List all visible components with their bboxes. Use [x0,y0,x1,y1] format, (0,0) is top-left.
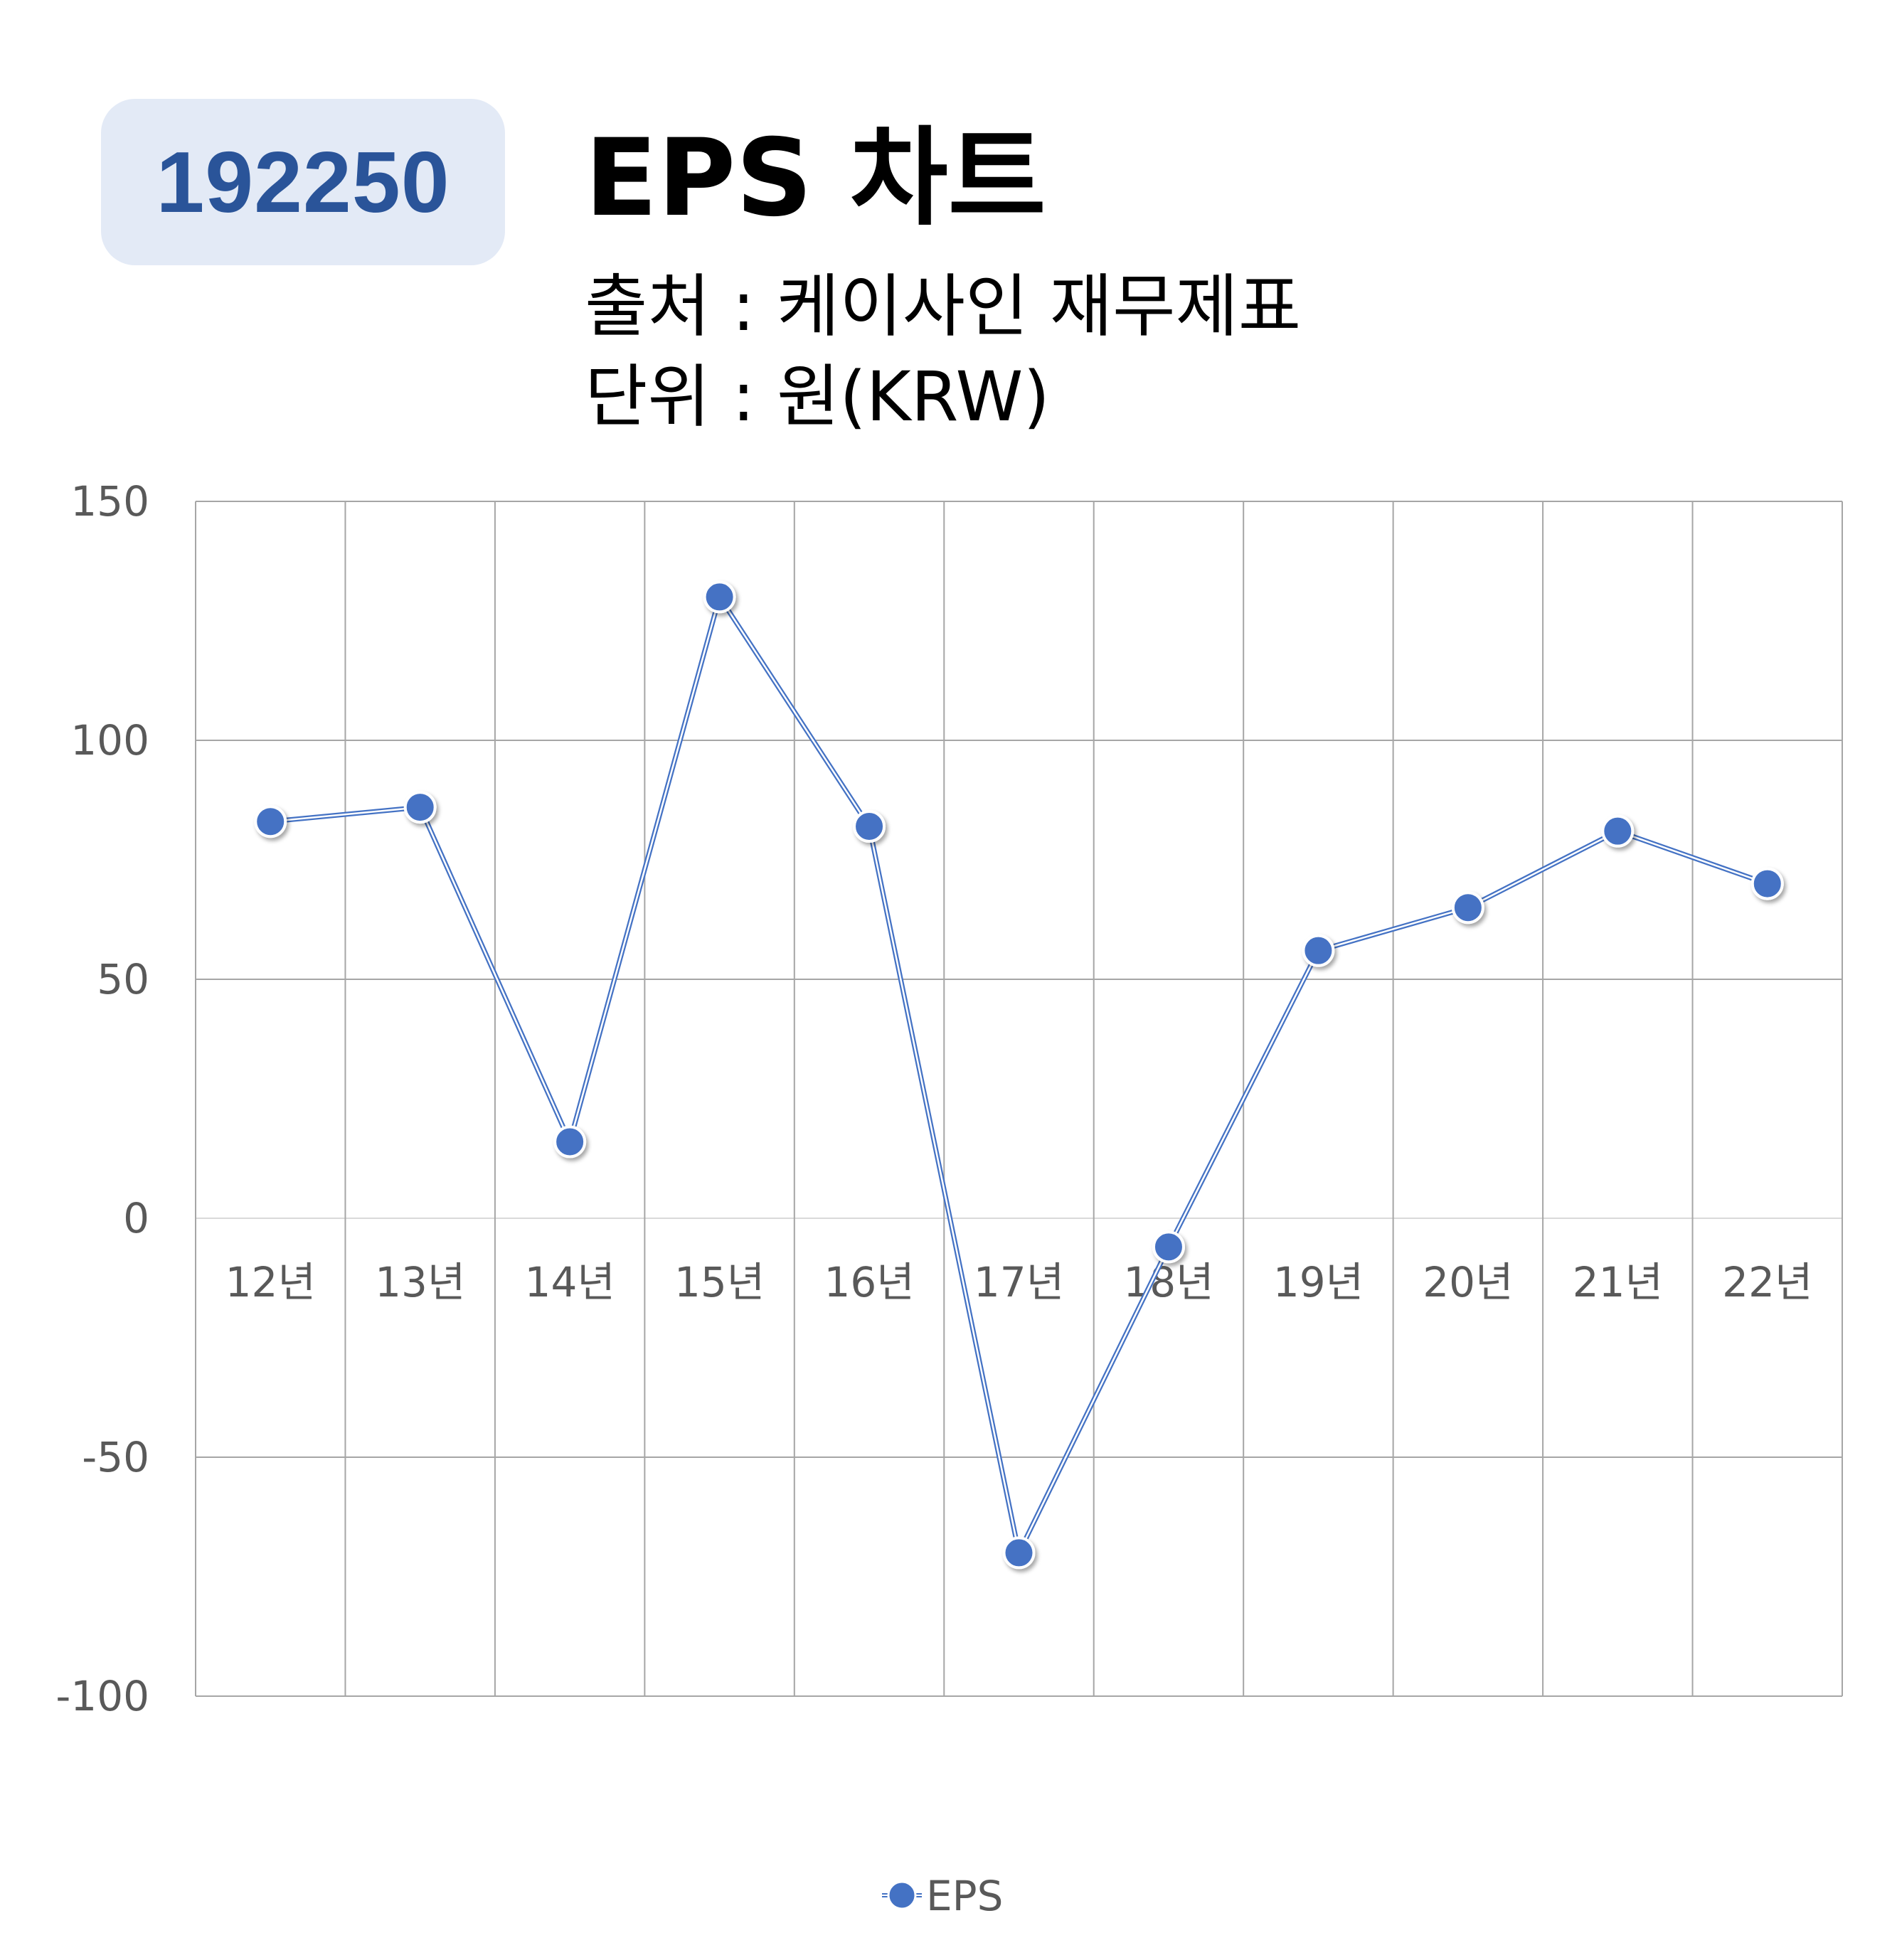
y-tick-label: 100 [70,716,149,765]
eps-data-point [1302,934,1335,967]
eps-data-point [1451,891,1484,925]
eps-data-point [853,809,886,843]
y-axis-ticks: 150 100 50 0 -50 -100 [55,477,149,1720]
grid-lines [195,501,1843,1697]
eps-data-point [403,791,437,824]
x-tick-label: 22년 [1722,1258,1812,1306]
eps-data-point [1750,867,1784,900]
eps-data-point [1152,1230,1185,1264]
eps-series [254,580,1784,1570]
y-tick-label: -100 [55,1672,149,1720]
x-tick-label: 14년 [525,1258,615,1306]
x-tick-label: 19년 [1273,1258,1364,1306]
chart-source: 출처 : 케이사인 재무제표 [585,267,1302,346]
x-tick-label: 20년 [1423,1258,1513,1306]
eps-data-point [703,580,736,614]
x-axis-ticks: 12년 13년 14년 15년 16년 17년 18년 19년 20년 21년 22년 [225,1258,1813,1306]
chart-title: EPS 차트 [585,117,1046,240]
x-tick-label: 17년 [974,1258,1064,1306]
legend: EPS [882,1872,1003,1920]
eps-data-point [553,1125,587,1159]
x-tick-label: 12년 [225,1258,316,1306]
y-tick-label: 0 [123,1194,149,1242]
chart-unit: 단위 : 원(KRW) [585,357,1050,437]
legend-label: EPS [926,1872,1003,1920]
eps-data-point [254,805,287,838]
x-tick-label: 16년 [824,1258,914,1306]
y-tick-label: 50 [97,955,149,1003]
y-tick-label: -50 [82,1433,149,1481]
x-tick-label: 13년 [375,1258,465,1306]
x-tick-label: 18년 [1123,1258,1213,1306]
eps-data-point [1002,1536,1036,1570]
x-tick-label: 15년 [674,1258,765,1306]
legend-marker [887,1880,917,1910]
stock-code-badge: 192250 [101,99,505,265]
eps-data-point [1601,814,1635,848]
y-tick-label: 150 [70,477,149,526]
x-tick-label: 21년 [1573,1258,1663,1306]
